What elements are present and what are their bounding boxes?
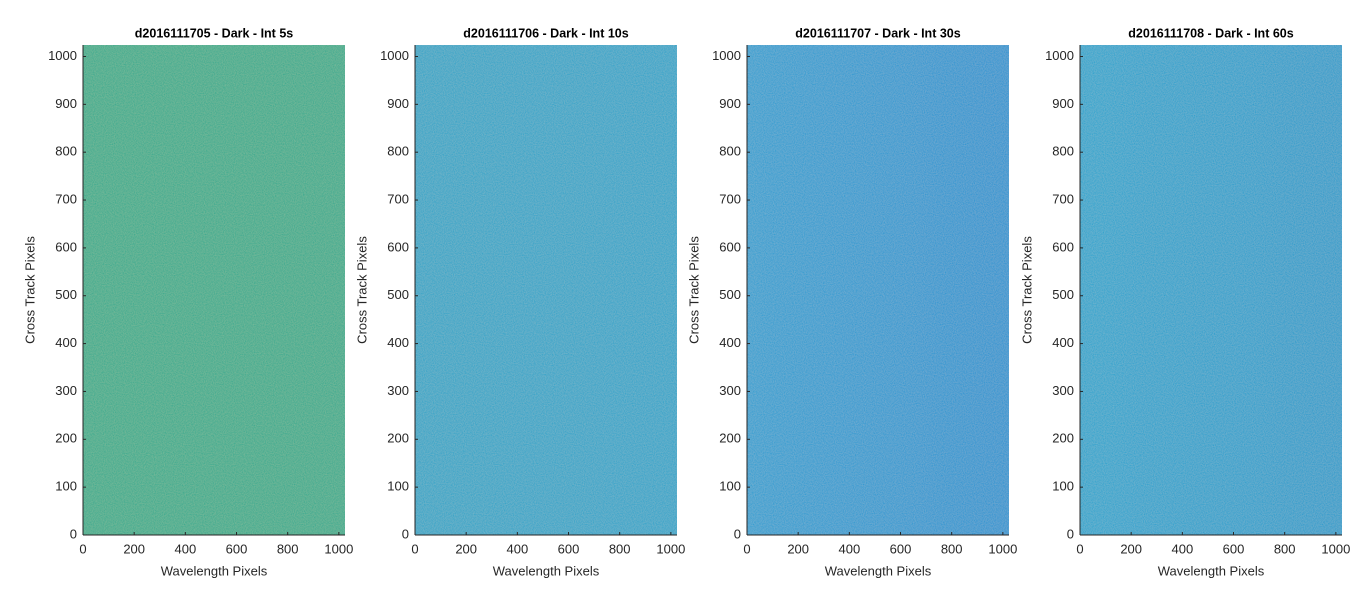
- x-tick-label: 1000: [1321, 541, 1350, 556]
- x-tick-label: 400: [506, 541, 528, 556]
- y-tick-label: 1000: [380, 48, 409, 63]
- y-tick-label: 800: [719, 144, 741, 159]
- y-tick-label: 900: [1052, 96, 1074, 111]
- x-tick-label: 1000: [988, 541, 1017, 556]
- y-tick-label: 100: [387, 479, 409, 494]
- x-tick-label: 800: [1274, 541, 1296, 556]
- x-tick-label: 200: [455, 541, 477, 556]
- x-tick-label: 600: [226, 541, 248, 556]
- x-axis-label: Wavelength Pixels: [1158, 563, 1265, 578]
- chart-title: d2016111706 - Dark - Int 10s: [463, 26, 628, 40]
- y-tick-label: 600: [387, 239, 409, 254]
- image: [83, 45, 345, 535]
- y-tick-label: 900: [55, 96, 77, 111]
- x-tick-label: 200: [787, 541, 809, 556]
- y-tick-label: 500: [1052, 287, 1074, 302]
- y-tick-label: 600: [55, 239, 77, 254]
- y-tick-label: 100: [1052, 479, 1074, 494]
- chart-title: d2016111707 - Dark - Int 30s: [795, 26, 960, 40]
- x-tick-label: 400: [174, 541, 196, 556]
- x-axis-label: Wavelength Pixels: [825, 563, 932, 578]
- x-tick-label: 400: [1171, 541, 1193, 556]
- y-tick-label: 300: [387, 383, 409, 398]
- y-axis-label: Cross Track Pixels: [22, 236, 37, 344]
- x-tick-label: 200: [1120, 541, 1142, 556]
- y-tick-label: 100: [719, 479, 741, 494]
- y-tick-label: 700: [719, 191, 741, 206]
- y-tick-label: 600: [1052, 239, 1074, 254]
- x-tick-label: 800: [941, 541, 963, 556]
- y-tick-label: 300: [55, 383, 77, 398]
- y-tick-label: 900: [719, 96, 741, 111]
- x-tick-label: 0: [79, 541, 86, 556]
- x-tick-label: 600: [890, 541, 912, 556]
- y-tick-label: 400: [387, 335, 409, 350]
- y-tick-label: 0: [734, 526, 741, 541]
- y-tick-label: 300: [1052, 383, 1074, 398]
- y-tick-label: 500: [387, 287, 409, 302]
- y-tick-label: 900: [387, 96, 409, 111]
- image: [1080, 45, 1342, 535]
- x-tick-label: 600: [1223, 541, 1245, 556]
- y-tick-label: 200: [719, 431, 741, 446]
- y-axis-label: Cross Track Pixels: [1019, 236, 1034, 344]
- y-tick-label: 200: [1052, 431, 1074, 446]
- y-axis-label: Cross Track Pixels: [354, 236, 369, 344]
- y-tick-label: 1000: [712, 48, 741, 63]
- y-tick-label: 400: [1052, 335, 1074, 350]
- x-tick-label: 200: [123, 541, 145, 556]
- y-tick-label: 500: [55, 287, 77, 302]
- y-tick-label: 700: [1052, 191, 1074, 206]
- y-tick-label: 800: [1052, 144, 1074, 159]
- y-tick-label: 700: [387, 191, 409, 206]
- y-tick-label: 200: [55, 431, 77, 446]
- chart-title: d2016111705 - Dark - Int 5s: [135, 26, 293, 40]
- y-tick-label: 600: [719, 239, 741, 254]
- x-tick-label: 600: [558, 541, 580, 556]
- x-tick-label: 1000: [656, 541, 685, 556]
- y-axis-label: Cross Track Pixels: [686, 236, 701, 344]
- y-tick-label: 100: [55, 479, 77, 494]
- y-tick-label: 200: [387, 431, 409, 446]
- x-tick-label: 400: [838, 541, 860, 556]
- y-tick-label: 700: [55, 191, 77, 206]
- x-tick-label: 800: [609, 541, 631, 556]
- x-tick-label: 0: [1076, 541, 1083, 556]
- y-tick-label: 1000: [1045, 48, 1074, 63]
- y-tick-label: 800: [55, 144, 77, 159]
- x-axis-label: Wavelength Pixels: [493, 563, 600, 578]
- image: [747, 45, 1009, 535]
- x-axis-label: Wavelength Pixels: [161, 563, 268, 578]
- y-tick-label: 800: [387, 144, 409, 159]
- x-tick-label: 0: [743, 541, 750, 556]
- y-tick-label: 1000: [48, 48, 77, 63]
- x-tick-label: 1000: [324, 541, 353, 556]
- y-tick-label: 500: [719, 287, 741, 302]
- y-tick-label: 400: [55, 335, 77, 350]
- image: [415, 45, 677, 535]
- y-tick-label: 300: [719, 383, 741, 398]
- y-tick-label: 0: [70, 526, 77, 541]
- chart-title: d2016111708 - Dark - Int 60s: [1128, 26, 1293, 40]
- x-tick-label: 0: [411, 541, 418, 556]
- x-tick-label: 800: [277, 541, 299, 556]
- y-tick-label: 0: [1067, 526, 1074, 541]
- y-tick-label: 0: [402, 526, 409, 541]
- y-tick-label: 400: [719, 335, 741, 350]
